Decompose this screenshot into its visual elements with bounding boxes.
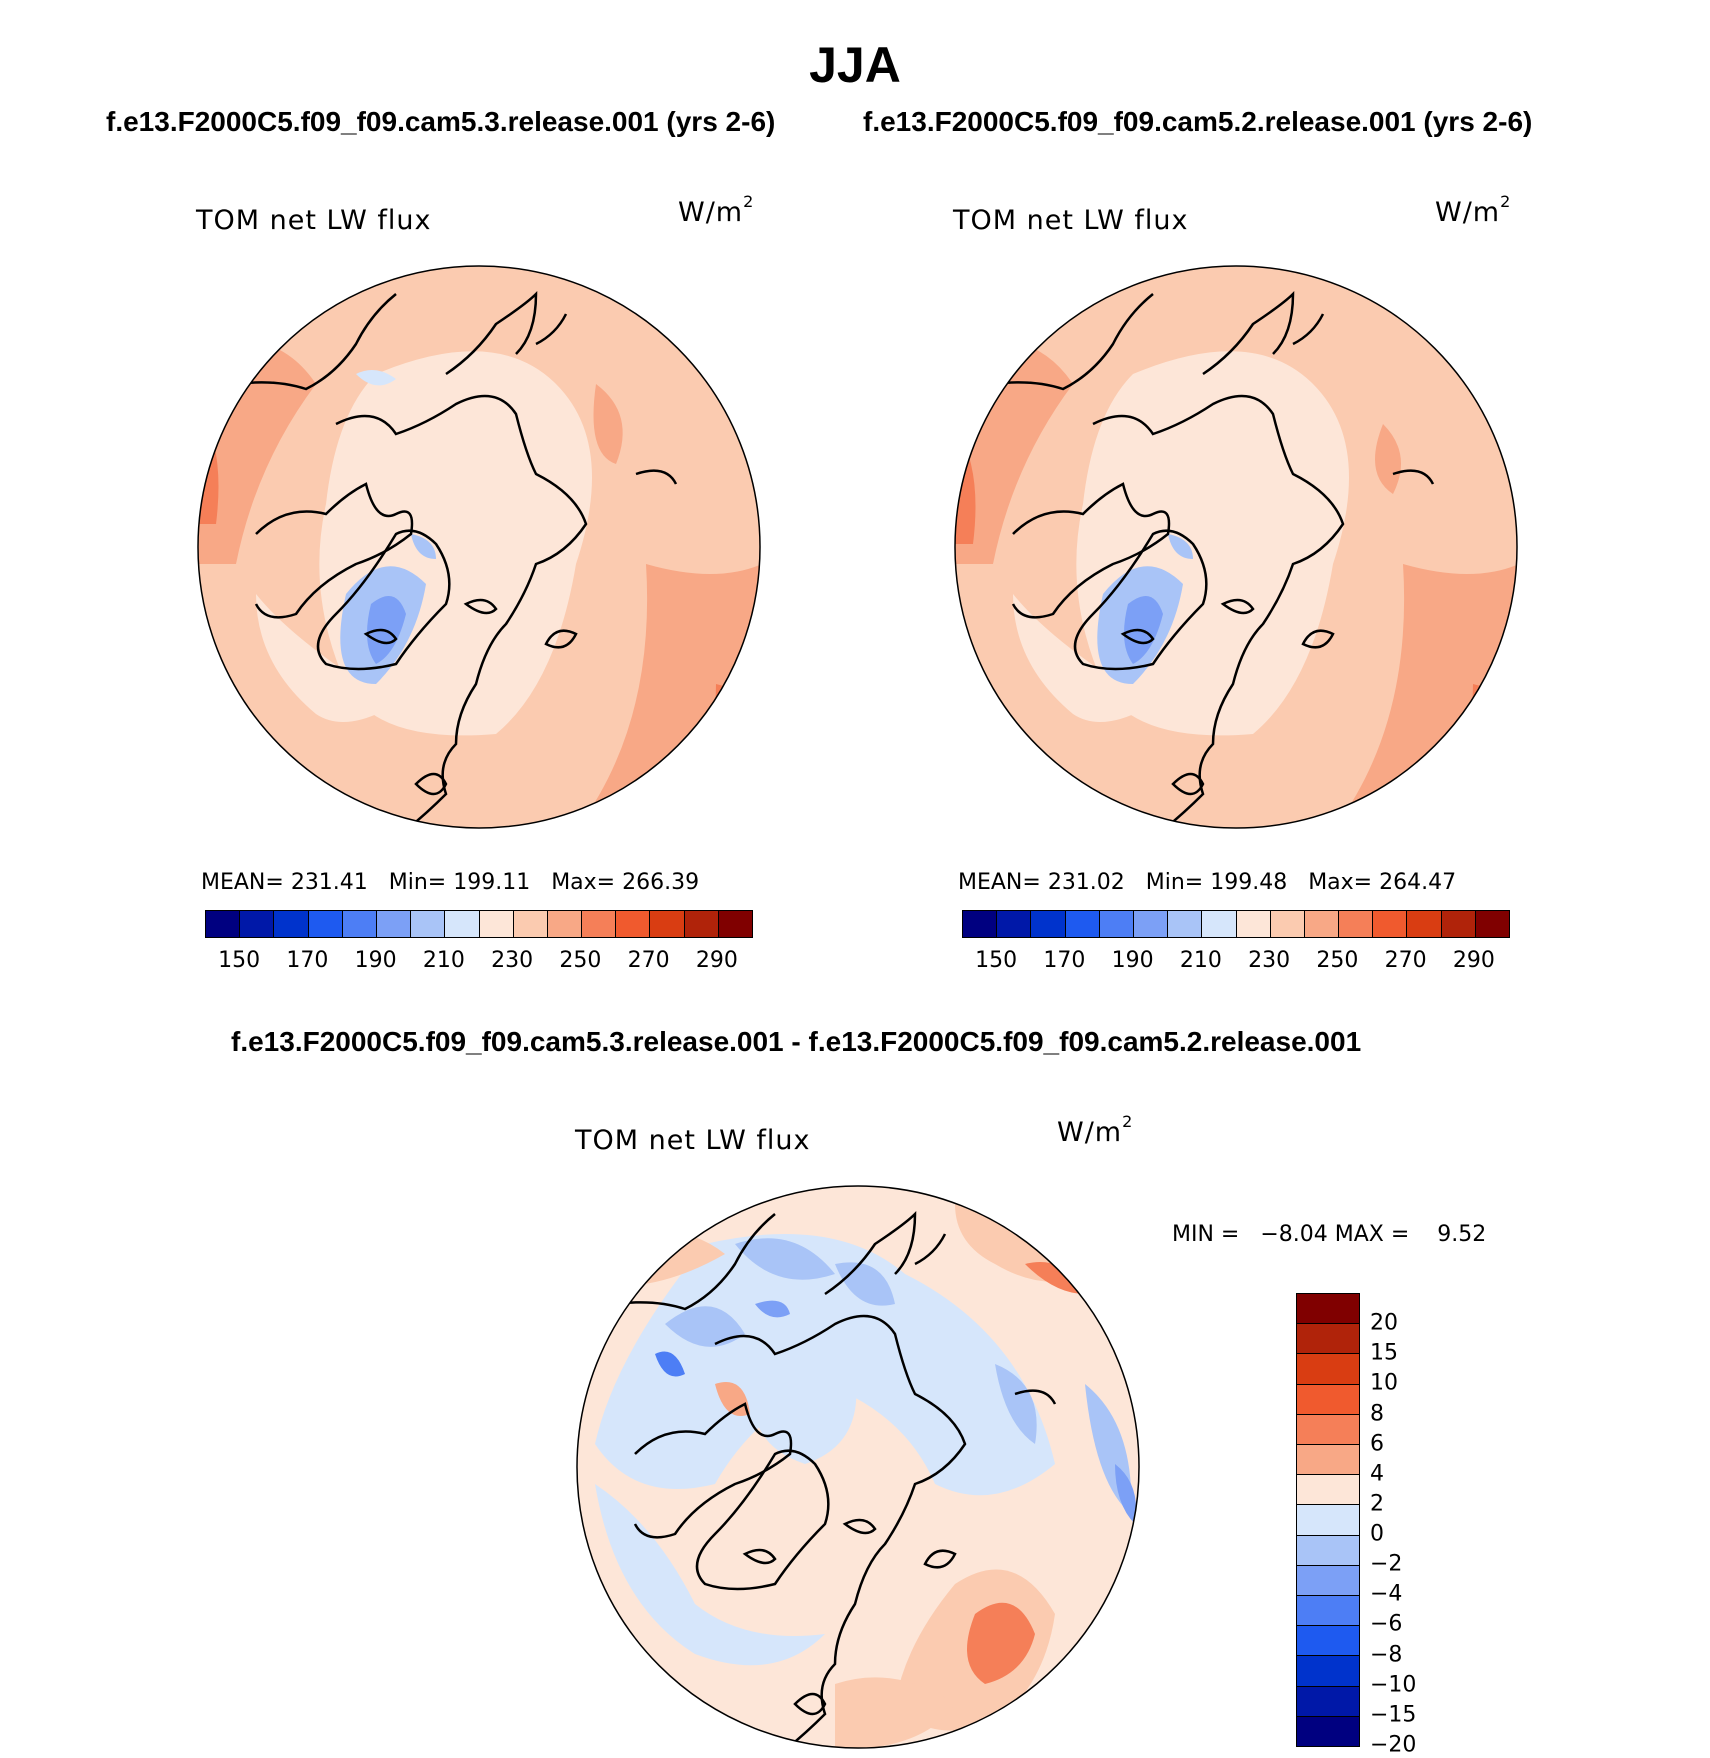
colorbar-tick-label: 190 [354, 948, 397, 973]
case1-title: f.e13.F2000C5.f09_f09.cam5.3.release.001… [106, 106, 776, 137]
colorbar-swatch [1297, 1565, 1359, 1597]
colorbar-tick-label: 250 [1316, 948, 1359, 973]
colorbar-swatch [718, 911, 752, 937]
panel1-colorbar [205, 910, 753, 938]
colorbar-swatch [1441, 911, 1476, 937]
colorbar-tick-label: 290 [1452, 948, 1495, 973]
panel1-stats: MEAN= 231.41 Min= 199.11 Max= 266.39 [201, 870, 700, 895]
colorbar-swatch [1297, 1294, 1359, 1325]
colorbar-swatch [1339, 911, 1374, 937]
colorbar-tick-label: 10 [1370, 1370, 1398, 1396]
colorbar-swatch [308, 911, 343, 937]
colorbar-tick-label: −2 [1370, 1551, 1403, 1577]
colorbar-swatch [274, 911, 309, 937]
colorbar-swatch [342, 911, 377, 937]
colorbar-swatch [1133, 911, 1169, 937]
panel1-variable-label: TOM net LW flux [196, 205, 432, 236]
diff-variable-label: TOM net LW flux [575, 1125, 811, 1156]
colorbar-swatch [1475, 911, 1509, 937]
colorbar-swatch [1065, 911, 1100, 937]
panel2-units: W/m2 [1435, 192, 1512, 228]
colorbar-swatch [1297, 1535, 1359, 1566]
colorbar-swatch [1297, 1596, 1359, 1627]
colorbar-tick-label: 170 [1043, 948, 1086, 973]
colorbar-swatch [1297, 1354, 1359, 1385]
colorbar-swatch [1270, 911, 1305, 937]
colorbar-swatch [1236, 911, 1271, 937]
colorbar-swatch [1297, 1716, 1359, 1747]
panel1-units: W/m2 [678, 192, 755, 228]
colorbar-swatch [445, 911, 480, 937]
panel2-variable-label: TOM net LW flux [953, 205, 1189, 236]
colorbar-swatch [1297, 1505, 1359, 1536]
colorbar-tick-label: 290 [695, 948, 738, 973]
colorbar-swatch [479, 911, 514, 937]
colorbar-tick-label: 2 [1370, 1491, 1384, 1517]
colorbar-tick-label: 20 [1370, 1310, 1398, 1336]
colorbar-swatch [411, 911, 446, 937]
colorbar-swatch [1031, 911, 1066, 937]
colorbar-tick-label: 250 [559, 948, 602, 973]
colorbar-tick-label: 150 [975, 948, 1018, 973]
colorbar-swatch [376, 911, 412, 937]
colorbar-swatch [684, 911, 719, 937]
colorbar-swatch [1099, 911, 1134, 937]
colorbar-swatch [513, 911, 548, 937]
colorbar-tick-label: −4 [1370, 1581, 1403, 1607]
colorbar-tick-label: 210 [1179, 948, 1222, 973]
colorbar-swatch [1297, 1656, 1359, 1687]
colorbar-swatch [1202, 911, 1237, 937]
page-title: JJA [809, 37, 901, 93]
colorbar-tick-label: 210 [422, 948, 465, 973]
colorbar-swatch [997, 911, 1032, 937]
colorbar-swatch [582, 911, 617, 937]
diff-stats: MIN = −8.04 MAX = 9.52 [1172, 1222, 1487, 1247]
colorbar-tick-label: 150 [218, 948, 261, 973]
case2-title: f.e13.F2000C5.f09_f09.cam5.2.release.001… [863, 106, 1533, 137]
panel2-stats: MEAN= 231.02 Min= 199.48 Max= 264.47 [958, 870, 1457, 895]
colorbar-swatch [650, 911, 685, 937]
colorbar-tick-label: −8 [1370, 1642, 1403, 1668]
colorbar-tick-label: 230 [491, 948, 534, 973]
colorbar-tick-label: 170 [286, 948, 329, 973]
diff-title: f.e13.F2000C5.f09_f09.cam5.3.release.001… [231, 1026, 1362, 1057]
colorbar-tick-label: −10 [1370, 1672, 1417, 1698]
panel1-polar-map [197, 265, 761, 829]
panel2-colorbar [962, 910, 1510, 938]
colorbar-tick-label: −20 [1370, 1732, 1417, 1758]
colorbar-swatch [1297, 1475, 1359, 1506]
diff-polar-map [576, 1185, 1140, 1749]
colorbar-swatch [1373, 911, 1408, 937]
colorbar-tick-label: 6 [1370, 1431, 1384, 1457]
colorbar-tick-label: 4 [1370, 1461, 1384, 1487]
colorbar-swatch [206, 911, 241, 937]
colorbar-tick-label: 190 [1111, 948, 1154, 973]
colorbar-swatch [616, 911, 651, 937]
colorbar-tick-label: −6 [1370, 1611, 1403, 1637]
colorbar-tick-label: 230 [1248, 948, 1291, 973]
colorbar-swatch [1297, 1626, 1359, 1657]
colorbar-tick-label: 270 [1384, 948, 1427, 973]
colorbar-swatch [1304, 911, 1340, 937]
colorbar-tick-label: −15 [1370, 1702, 1417, 1728]
colorbar-tick-label: 8 [1370, 1401, 1384, 1427]
diff-units: W/m2 [1057, 1112, 1134, 1148]
colorbar-swatch [963, 911, 998, 937]
colorbar-swatch [547, 911, 583, 937]
colorbar-tick-label: 0 [1370, 1521, 1384, 1547]
colorbar-swatch [1168, 911, 1203, 937]
colorbar-swatch [240, 911, 275, 937]
diff-colorbar [1296, 1293, 1360, 1747]
colorbar-swatch [1297, 1324, 1359, 1355]
panel2-polar-map [954, 265, 1518, 829]
colorbar-tick-label: 270 [627, 948, 670, 973]
colorbar-swatch [1297, 1384, 1359, 1415]
colorbar-swatch [1407, 911, 1442, 937]
colorbar-swatch [1297, 1414, 1359, 1446]
colorbar-swatch [1297, 1686, 1359, 1717]
colorbar-swatch [1297, 1445, 1359, 1476]
colorbar-tick-label: 15 [1370, 1340, 1398, 1366]
